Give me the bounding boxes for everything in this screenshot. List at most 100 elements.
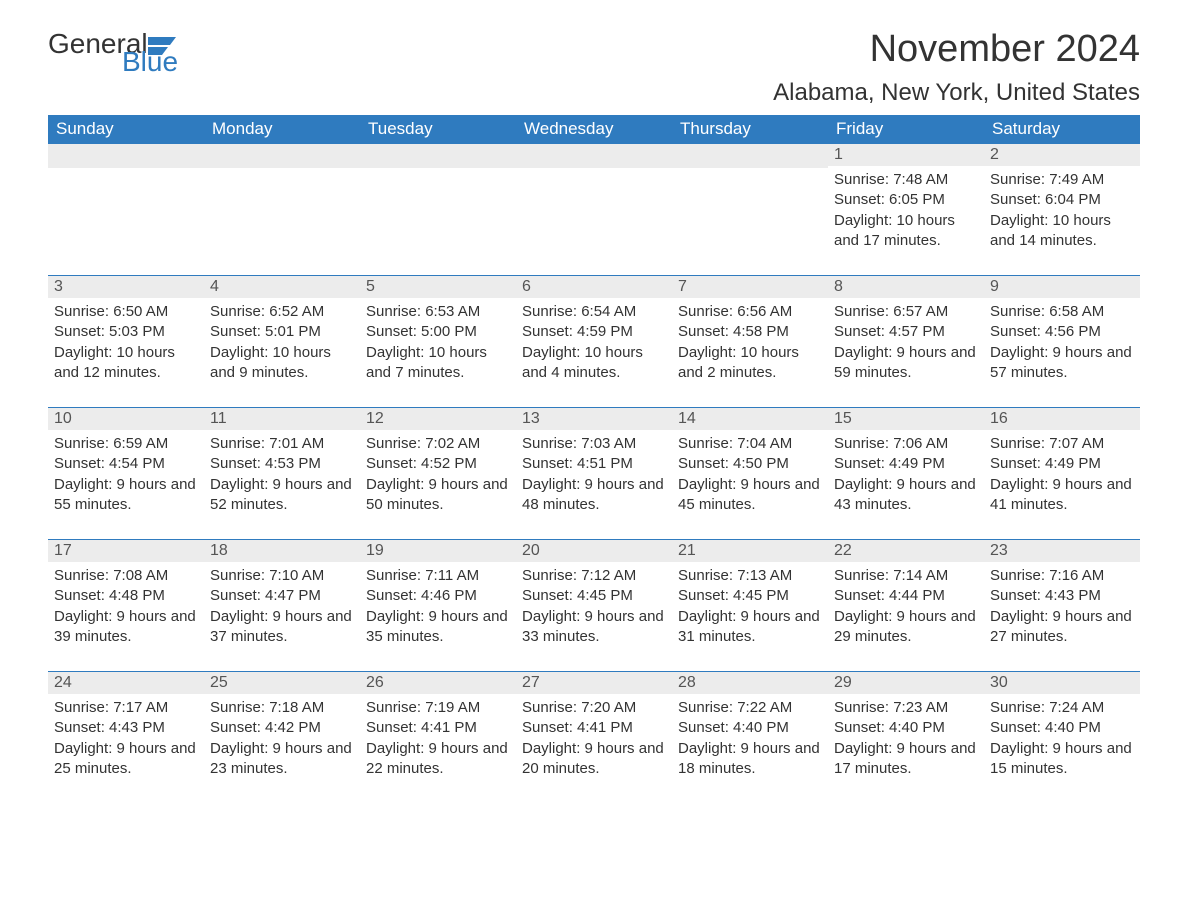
dayname-header: Wednesday	[516, 115, 672, 144]
day-number: 27	[516, 672, 672, 694]
daylight-line: Daylight: 9 hours and 41 minutes.	[990, 475, 1134, 516]
sunset-line: Sunset: 4:53 PM	[210, 454, 354, 474]
sunset-line: Sunset: 4:58 PM	[678, 322, 822, 342]
sunrise-line: Sunrise: 7:08 AM	[54, 566, 198, 586]
daylight-line: Daylight: 9 hours and 27 minutes.	[990, 607, 1134, 648]
daylight-line: Daylight: 9 hours and 18 minutes.	[678, 739, 822, 780]
sunrise-line: Sunrise: 7:04 AM	[678, 434, 822, 454]
calendar-day-cell: 16Sunrise: 7:07 AMSunset: 4:49 PMDayligh…	[984, 408, 1140, 540]
daylight-line: Daylight: 9 hours and 25 minutes.	[54, 739, 198, 780]
sunrise-line: Sunrise: 6:59 AM	[54, 434, 198, 454]
day-number: 6	[516, 276, 672, 298]
day-number: 25	[204, 672, 360, 694]
daylight-line: Daylight: 9 hours and 20 minutes.	[522, 739, 666, 780]
day-number: 5	[360, 276, 516, 298]
day-details: Sunrise: 7:02 AMSunset: 4:52 PMDaylight:…	[360, 430, 516, 521]
sunset-line: Sunset: 4:40 PM	[834, 718, 978, 738]
daylight-line: Daylight: 9 hours and 29 minutes.	[834, 607, 978, 648]
daylight-line: Daylight: 10 hours and 9 minutes.	[210, 343, 354, 384]
day-number: 24	[48, 672, 204, 694]
day-details: Sunrise: 6:50 AMSunset: 5:03 PMDaylight:…	[48, 298, 204, 389]
sunrise-line: Sunrise: 6:52 AM	[210, 302, 354, 322]
month-title: November 2024	[773, 28, 1140, 71]
sunrise-line: Sunrise: 7:02 AM	[366, 434, 510, 454]
day-details: Sunrise: 7:13 AMSunset: 4:45 PMDaylight:…	[672, 562, 828, 653]
sunset-line: Sunset: 5:00 PM	[366, 322, 510, 342]
day-details: Sunrise: 7:07 AMSunset: 4:49 PMDaylight:…	[984, 430, 1140, 521]
calendar-day-cell: 5Sunrise: 6:53 AMSunset: 5:00 PMDaylight…	[360, 276, 516, 408]
day-details: Sunrise: 7:06 AMSunset: 4:49 PMDaylight:…	[828, 430, 984, 521]
day-number: 17	[48, 540, 204, 562]
dayname-header: Monday	[204, 115, 360, 144]
calendar-day-cell	[672, 144, 828, 276]
sunset-line: Sunset: 4:41 PM	[366, 718, 510, 738]
sunset-line: Sunset: 4:59 PM	[522, 322, 666, 342]
daylight-line: Daylight: 9 hours and 57 minutes.	[990, 343, 1134, 384]
sunset-line: Sunset: 4:54 PM	[54, 454, 198, 474]
calendar-day-cell: 22Sunrise: 7:14 AMSunset: 4:44 PMDayligh…	[828, 540, 984, 672]
calendar-day-cell: 15Sunrise: 7:06 AMSunset: 4:49 PMDayligh…	[828, 408, 984, 540]
dayname-header: Thursday	[672, 115, 828, 144]
sunrise-line: Sunrise: 7:18 AM	[210, 698, 354, 718]
day-details: Sunrise: 7:22 AMSunset: 4:40 PMDaylight:…	[672, 694, 828, 785]
day-number: 22	[828, 540, 984, 562]
day-number: 4	[204, 276, 360, 298]
daylight-line: Daylight: 10 hours and 12 minutes.	[54, 343, 198, 384]
day-number: 2	[984, 144, 1140, 166]
day-details: Sunrise: 6:58 AMSunset: 4:56 PMDaylight:…	[984, 298, 1140, 389]
daylight-line: Daylight: 9 hours and 50 minutes.	[366, 475, 510, 516]
sunrise-line: Sunrise: 7:14 AM	[834, 566, 978, 586]
calendar-day-cell: 8Sunrise: 6:57 AMSunset: 4:57 PMDaylight…	[828, 276, 984, 408]
day-details: Sunrise: 7:16 AMSunset: 4:43 PMDaylight:…	[984, 562, 1140, 653]
sunrise-line: Sunrise: 6:57 AM	[834, 302, 978, 322]
day-number: 23	[984, 540, 1140, 562]
sunset-line: Sunset: 5:01 PM	[210, 322, 354, 342]
calendar-day-cell: 14Sunrise: 7:04 AMSunset: 4:50 PMDayligh…	[672, 408, 828, 540]
calendar-day-cell: 9Sunrise: 6:58 AMSunset: 4:56 PMDaylight…	[984, 276, 1140, 408]
calendar-day-cell: 6Sunrise: 6:54 AMSunset: 4:59 PMDaylight…	[516, 276, 672, 408]
sunrise-line: Sunrise: 7:48 AM	[834, 170, 978, 190]
calendar-day-cell: 21Sunrise: 7:13 AMSunset: 4:45 PMDayligh…	[672, 540, 828, 672]
sunrise-line: Sunrise: 6:54 AM	[522, 302, 666, 322]
calendar-day-cell: 19Sunrise: 7:11 AMSunset: 4:46 PMDayligh…	[360, 540, 516, 672]
sunset-line: Sunset: 4:47 PM	[210, 586, 354, 606]
sunset-line: Sunset: 4:57 PM	[834, 322, 978, 342]
sunrise-line: Sunrise: 7:03 AM	[522, 434, 666, 454]
calendar-week-row: 24Sunrise: 7:17 AMSunset: 4:43 PMDayligh…	[48, 672, 1140, 804]
day-details: Sunrise: 7:18 AMSunset: 4:42 PMDaylight:…	[204, 694, 360, 785]
sunrise-line: Sunrise: 7:23 AM	[834, 698, 978, 718]
calendar-table: SundayMondayTuesdayWednesdayThursdayFrid…	[48, 115, 1140, 804]
calendar-day-cell: 23Sunrise: 7:16 AMSunset: 4:43 PMDayligh…	[984, 540, 1140, 672]
day-details: Sunrise: 7:14 AMSunset: 4:44 PMDaylight:…	[828, 562, 984, 653]
daylight-line: Daylight: 9 hours and 31 minutes.	[678, 607, 822, 648]
sunset-line: Sunset: 4:43 PM	[54, 718, 198, 738]
sunset-line: Sunset: 4:46 PM	[366, 586, 510, 606]
dayname-header-row: SundayMondayTuesdayWednesdayThursdayFrid…	[48, 115, 1140, 144]
sunrise-line: Sunrise: 7:01 AM	[210, 434, 354, 454]
sunset-line: Sunset: 4:45 PM	[678, 586, 822, 606]
sunset-line: Sunset: 4:41 PM	[522, 718, 666, 738]
calendar-day-cell: 12Sunrise: 7:02 AMSunset: 4:52 PMDayligh…	[360, 408, 516, 540]
daylight-line: Daylight: 9 hours and 33 minutes.	[522, 607, 666, 648]
sunrise-line: Sunrise: 7:22 AM	[678, 698, 822, 718]
calendar-day-cell: 11Sunrise: 7:01 AMSunset: 4:53 PMDayligh…	[204, 408, 360, 540]
sunrise-line: Sunrise: 7:49 AM	[990, 170, 1134, 190]
sunset-line: Sunset: 4:42 PM	[210, 718, 354, 738]
day-details: Sunrise: 7:04 AMSunset: 4:50 PMDaylight:…	[672, 430, 828, 521]
daylight-line: Daylight: 9 hours and 15 minutes.	[990, 739, 1134, 780]
sunset-line: Sunset: 6:05 PM	[834, 190, 978, 210]
daylight-line: Daylight: 9 hours and 39 minutes.	[54, 607, 198, 648]
day-details: Sunrise: 6:52 AMSunset: 5:01 PMDaylight:…	[204, 298, 360, 389]
calendar-day-cell	[204, 144, 360, 276]
sunrise-line: Sunrise: 7:12 AM	[522, 566, 666, 586]
sunset-line: Sunset: 4:40 PM	[678, 718, 822, 738]
sunrise-line: Sunrise: 7:24 AM	[990, 698, 1134, 718]
day-details: Sunrise: 7:23 AMSunset: 4:40 PMDaylight:…	[828, 694, 984, 785]
day-details: Sunrise: 7:12 AMSunset: 4:45 PMDaylight:…	[516, 562, 672, 653]
daylight-line: Daylight: 9 hours and 17 minutes.	[834, 739, 978, 780]
sunset-line: Sunset: 4:49 PM	[990, 454, 1134, 474]
sunrise-line: Sunrise: 7:13 AM	[678, 566, 822, 586]
day-number: 9	[984, 276, 1140, 298]
calendar-day-cell: 1Sunrise: 7:48 AMSunset: 6:05 PMDaylight…	[828, 144, 984, 276]
title-block: November 2024 Alabama, New York, United …	[773, 28, 1140, 107]
